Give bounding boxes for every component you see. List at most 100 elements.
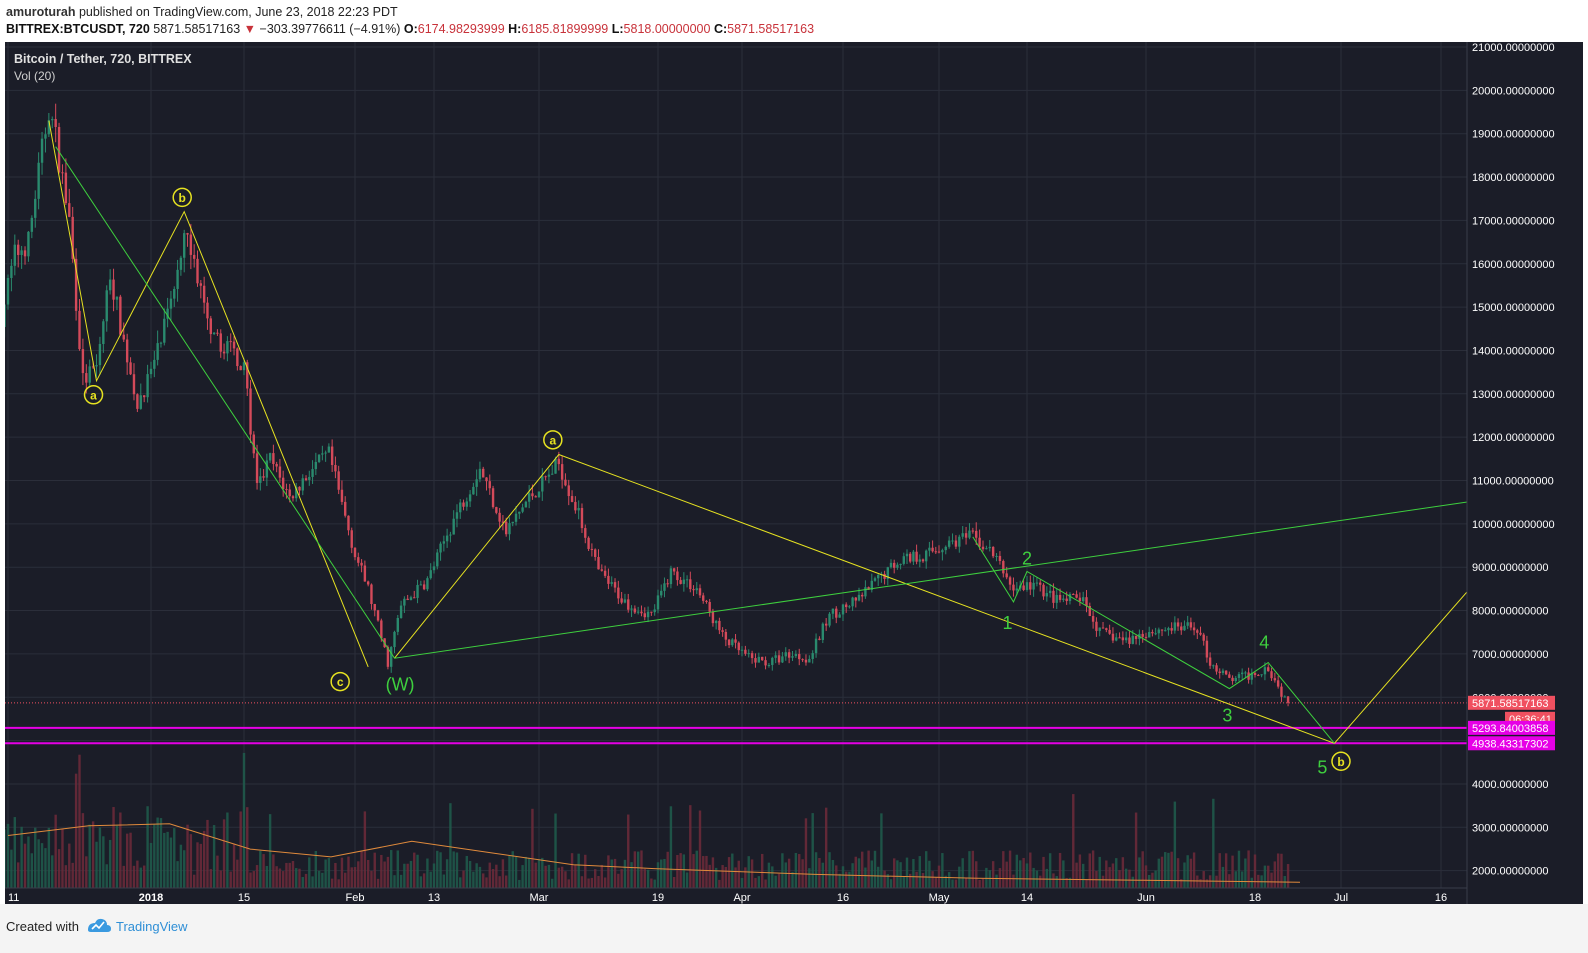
candle-body <box>212 332 216 335</box>
candle-body <box>1215 665 1218 672</box>
publish-line: amuroturah published on TradingView.com,… <box>6 5 398 19</box>
volume-bar <box>931 871 934 888</box>
volume-bar <box>1276 853 1280 888</box>
candle-body <box>1196 630 1199 633</box>
price-axis[interactable]: 21000.00000000 20000.00000000 19000.000000… <box>1472 42 1555 878</box>
time-axis[interactable]: 11 2018 15 Feb 13 Mar 19 Apr 16 May 14 Jun 18 Jul 16 <box>8 892 1447 904</box>
volume-bar <box>593 869 597 888</box>
candle-body <box>380 620 383 639</box>
volume-bar <box>239 811 242 888</box>
volume-bar <box>192 874 196 888</box>
symbol-label[interactable]: BITTREX:BTCUSDT, 720 <box>6 22 150 36</box>
candle-body <box>301 478 304 491</box>
volume-bar <box>436 850 439 888</box>
candle-body <box>449 534 452 536</box>
volume-bar <box>607 855 610 888</box>
chart-area[interactable]: a b c (W) a 1 2 3 4 5 b 21000.00000000 20000.000000… <box>0 42 1583 904</box>
candle-body <box>650 611 653 613</box>
volume-bar <box>1189 858 1193 888</box>
candle-body <box>617 587 620 599</box>
time-tick-label: Feb <box>346 892 365 904</box>
candle-body <box>1015 588 1019 591</box>
candle-body <box>750 653 754 659</box>
candle-body <box>34 198 37 218</box>
candle-body <box>314 461 318 470</box>
candle-body <box>861 594 864 597</box>
candle-body <box>944 546 947 551</box>
candle-body <box>246 362 249 389</box>
author-link[interactable]: amuroturah <box>6 5 76 19</box>
candle-body <box>925 550 928 562</box>
candle-body <box>774 655 777 658</box>
volume-bar <box>679 853 682 888</box>
candle-body <box>1250 673 1253 680</box>
candle-body <box>376 610 380 621</box>
candle-body <box>508 523 511 535</box>
candle-body <box>334 464 337 472</box>
tradingview-logo-icon[interactable] <box>86 916 112 934</box>
candle-body <box>781 656 784 663</box>
volume-bar <box>633 851 637 888</box>
candle-body <box>854 597 857 601</box>
candle-body <box>1257 674 1260 676</box>
candle-body <box>718 620 721 631</box>
volume-bar <box>1234 871 1237 888</box>
volume-bar <box>653 879 656 888</box>
volume-bar <box>226 812 229 888</box>
volume-bar <box>1042 856 1045 888</box>
volume-bar <box>620 869 623 888</box>
candle-body <box>1221 670 1225 673</box>
candle-body <box>81 349 85 374</box>
volume-bar <box>47 827 51 888</box>
volume-bar <box>91 821 95 888</box>
candle-body <box>3 304 6 327</box>
volume-bar <box>242 752 246 888</box>
volume-bar <box>921 873 925 888</box>
volume-bar <box>488 862 491 888</box>
candle-body <box>1131 635 1134 644</box>
price-tick-label: 2000.00000000 <box>1472 866 1548 878</box>
candle-body <box>1212 665 1215 667</box>
candle-body <box>232 341 236 349</box>
candle-body <box>714 620 718 624</box>
volume-bar <box>314 850 318 888</box>
candle-body <box>366 581 370 585</box>
price-tick-label: 11000.00000000 <box>1472 476 1554 488</box>
volume-bar <box>426 858 429 888</box>
candle-body <box>445 535 449 542</box>
volume-bar <box>344 872 347 888</box>
volume-bar <box>291 860 295 888</box>
candle-body <box>272 453 275 464</box>
candle-body <box>1234 677 1237 682</box>
volume-bar <box>613 858 617 888</box>
volume-bar <box>1141 851 1144 888</box>
volume-bar <box>1062 860 1065 888</box>
candle-body <box>787 652 791 658</box>
candle-body <box>330 446 334 465</box>
candle-body <box>488 481 491 489</box>
volume-bar <box>854 856 857 888</box>
candle-body <box>1276 680 1280 687</box>
candle-body <box>988 546 991 549</box>
candle-body <box>767 664 771 666</box>
candle-body <box>298 486 301 491</box>
candle-body <box>985 548 988 550</box>
candle-body <box>347 515 350 531</box>
candle-body <box>633 608 637 613</box>
price-tick-label: 21000.00000000 <box>1472 42 1555 54</box>
candle-body <box>1192 627 1196 631</box>
volume-bar <box>422 873 426 888</box>
volume-bar <box>429 871 432 888</box>
volume-bar <box>918 856 921 888</box>
price-tick-label: 9000.00000000 <box>1472 562 1548 574</box>
candle-body <box>95 365 98 367</box>
tradingview-link[interactable]: TradingView <box>116 919 188 934</box>
volume-bar <box>1157 858 1161 888</box>
volume-bar <box>278 868 282 888</box>
volume-bar <box>236 859 239 888</box>
volume-bar <box>1240 871 1244 888</box>
volume-bar <box>445 859 449 888</box>
price-tick-label: 7000.00000000 <box>1472 649 1548 661</box>
volume-bar <box>737 860 740 888</box>
